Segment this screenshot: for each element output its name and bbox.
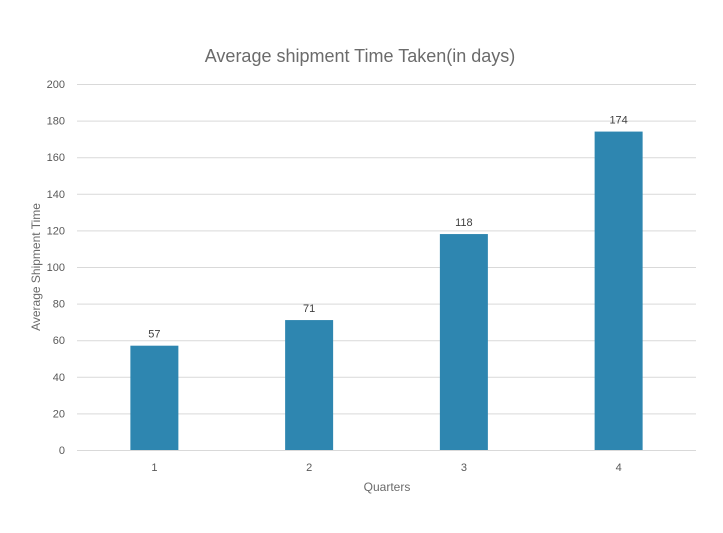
x-tick-label: 2 [306,462,312,474]
bar [130,345,179,450]
bars [130,131,643,450]
x-tick-label: 3 [461,462,467,474]
y-tick-label: 40 [53,372,65,384]
bar [594,131,643,450]
x-tick-label: 4 [616,462,622,474]
data-label: 71 [303,303,315,315]
y-axis-title: Average Shipment Time [29,203,43,331]
x-axis-title: Quarters [364,480,411,494]
x-axis-ticks: 1 2 3 4 [151,462,621,474]
y-axis-ticks: 0 20 40 60 80 100 120 140 160 180 200 [47,79,65,457]
y-tick-label: 20 [53,408,65,420]
y-tick-label: 120 [47,225,65,237]
chart-title: Average shipment Time Taken(in days) [205,46,516,66]
bar [285,320,334,450]
y-tick-label: 160 [47,152,65,164]
y-tick-label: 60 [53,335,65,347]
data-label: 57 [148,329,160,341]
data-label: 174 [609,115,627,127]
data-label: 118 [455,217,473,229]
bar [439,234,488,450]
y-tick-label: 200 [47,79,65,91]
y-tick-label: 140 [47,189,65,201]
x-tick-label: 1 [151,462,157,474]
y-tick-label: 80 [53,299,65,311]
y-tick-label: 180 [47,116,65,128]
y-tick-label: 100 [47,262,65,274]
data-labels: 57 71 118 174 [148,115,628,341]
gridlines [77,84,696,451]
y-tick-label: 0 [59,445,65,457]
